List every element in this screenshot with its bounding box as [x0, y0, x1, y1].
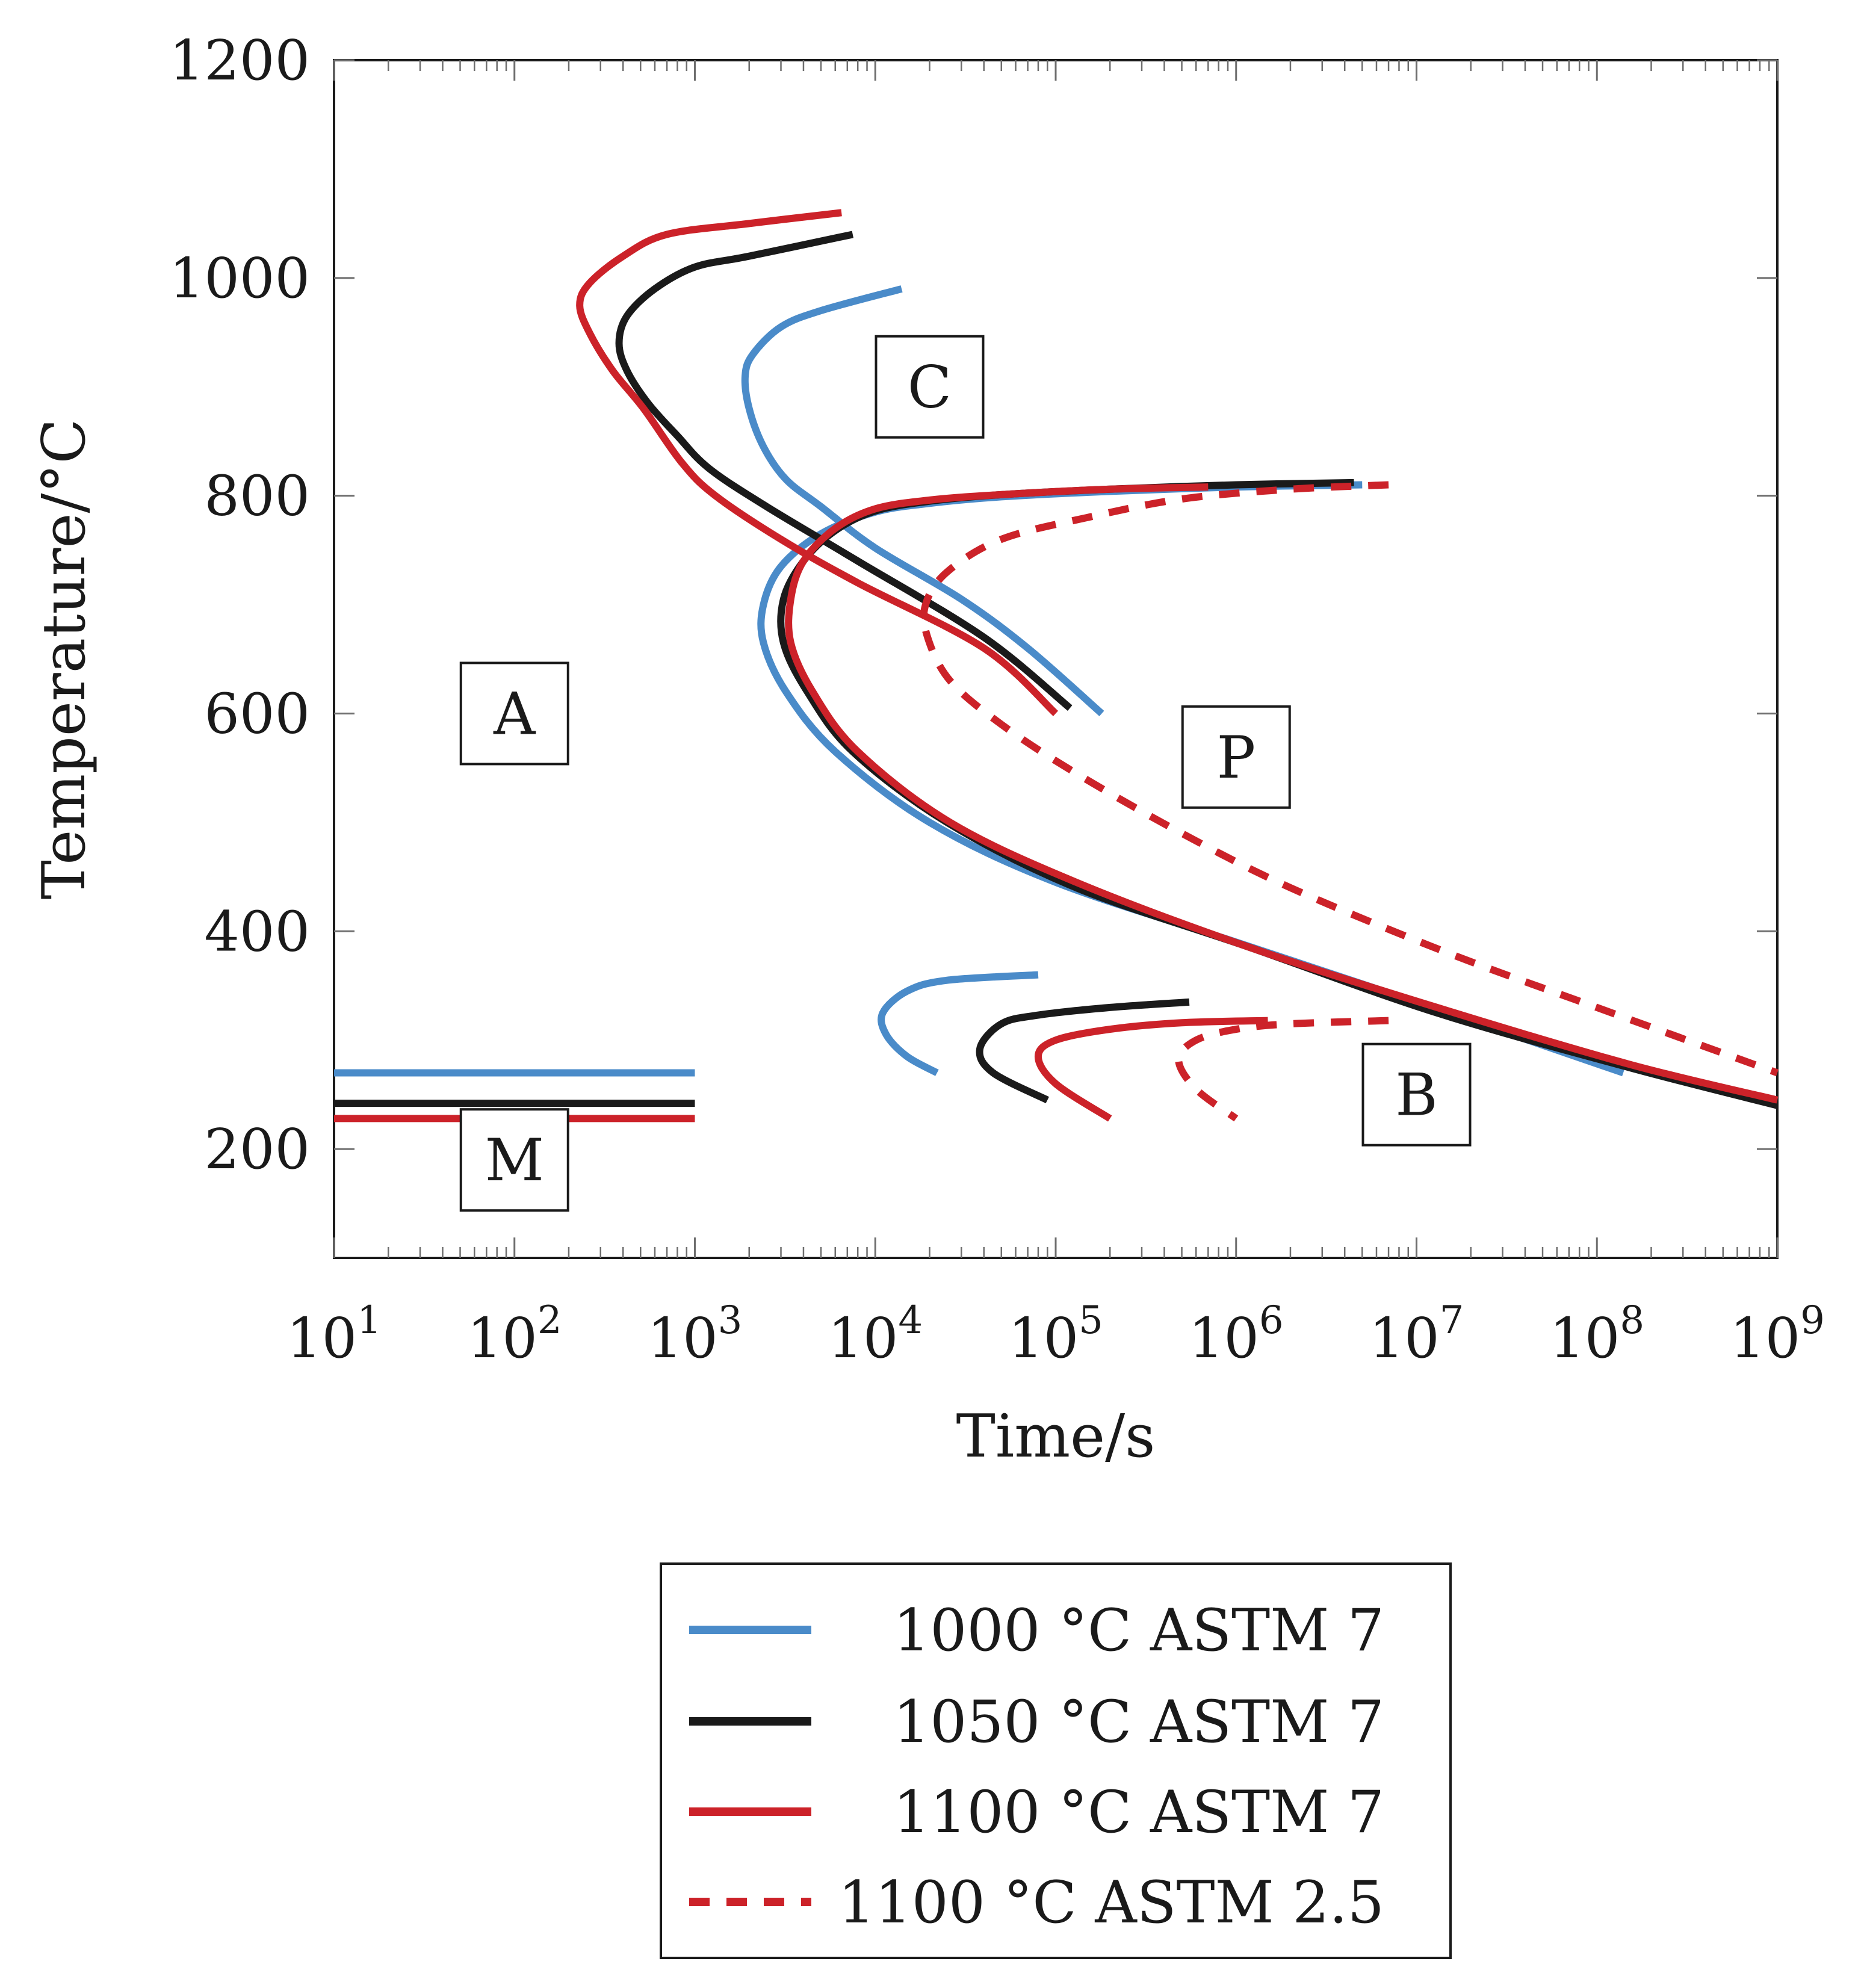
y-tick-label: 1200 — [169, 28, 310, 93]
x-tick-label: 109 — [1730, 1298, 1825, 1370]
x-tick-label: 107 — [1369, 1298, 1464, 1370]
region-box-c — [875, 335, 985, 439]
curves — [334, 209, 1779, 1123]
y-tick-label: 600 — [204, 681, 310, 746]
legend-label: 1100 °C ASTM 2.5 — [838, 1869, 1384, 1936]
legend-label: 1100 °C ASTM 7 — [893, 1779, 1384, 1846]
region-label-m: M — [485, 1127, 544, 1194]
y-axis-title: Temperature/°C — [30, 418, 99, 899]
legend-label: 1000 °C ASTM 7 — [893, 1597, 1384, 1664]
y-tick-label: 1000 — [169, 246, 310, 311]
region-label-p: P — [1216, 724, 1256, 791]
region-label-c: C — [908, 354, 952, 421]
series-line-1 — [741, 285, 1104, 716]
x-tick-label: 104 — [828, 1298, 923, 1370]
region-labels: C A P B M — [459, 335, 1472, 1212]
legend-items: 1000 °C ASTM 7 1050 °C ASTM 7 1100 °C ASTM… — [689, 1597, 1384, 1936]
x-tick-label: 105 — [1008, 1298, 1103, 1370]
legend-label: 1050 °C ASTM 7 — [893, 1688, 1384, 1756]
x-tick-label: 103 — [648, 1298, 743, 1370]
series-line-3 — [785, 483, 1779, 1104]
series-line-4 — [1175, 1017, 1389, 1122]
legend: 1000 °C ASTM 7 1050 °C ASTM 7 1100 °C ASTM… — [660, 1562, 1452, 1959]
region-box-m — [459, 1108, 569, 1212]
x-tick-label: 102 — [467, 1298, 562, 1370]
region-box-p — [1181, 705, 1291, 809]
x-axis-title: Time/s — [956, 1402, 1156, 1471]
plot-area: C A P B M — [333, 59, 1779, 1259]
y-tick-label: 200 — [204, 1117, 310, 1181]
y-tick-labels: 200 400 600 800 1000 1200 — [169, 28, 310, 1181]
x-tick-label: 108 — [1549, 1298, 1644, 1370]
region-box-a — [459, 661, 569, 766]
plot-frame — [333, 59, 1779, 1259]
series-line-3 — [1034, 1017, 1268, 1122]
y-tick-label: 400 — [204, 899, 310, 964]
series-line-2 — [976, 998, 1190, 1104]
series-line-3 — [576, 209, 1059, 716]
region-label-a: A — [493, 680, 536, 748]
x-tick-labels: 101 102 103 104 105 106 107 108 109 — [286, 1298, 1825, 1370]
series-line-2 — [615, 231, 1073, 711]
minor-ticks — [387, 60, 1770, 1258]
region-box-b — [1361, 1042, 1472, 1147]
series-line-4 — [920, 481, 1779, 1077]
series-line-1 — [878, 971, 1039, 1076]
region-label-b: B — [1395, 1062, 1438, 1129]
y-tick-label: 800 — [204, 464, 310, 528]
legend-frame — [660, 1562, 1452, 1959]
x-tick-label: 101 — [286, 1298, 382, 1370]
x-tick-label: 106 — [1189, 1298, 1284, 1370]
major-ticks — [333, 59, 1779, 1258]
